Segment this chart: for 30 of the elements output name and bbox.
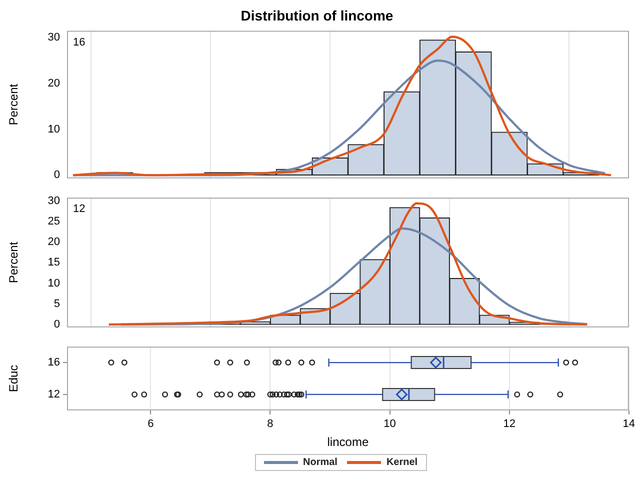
annotation: 16 bbox=[73, 36, 86, 48]
y-tick-label: 16 bbox=[48, 356, 60, 369]
y-tick-label: 20 bbox=[48, 78, 60, 90]
annotation: 12 bbox=[73, 203, 86, 216]
legend-label: Kernel bbox=[386, 457, 418, 468]
y-tick-label: 25 bbox=[48, 216, 60, 228]
x-tick-label: 8 bbox=[267, 418, 274, 430]
x-tick-label: 6 bbox=[148, 418, 154, 430]
y-tick-label: 30 bbox=[48, 194, 60, 207]
y-axis-title: Educ bbox=[6, 364, 21, 392]
y-axis-title: Percent bbox=[6, 83, 21, 126]
chart-title: Distribution of lincome bbox=[240, 7, 394, 24]
x-axis-title: lincome bbox=[327, 435, 369, 450]
line-series bbox=[72, 59, 606, 176]
legend-label: Normal bbox=[303, 457, 338, 468]
x-tick-label: 14 bbox=[622, 418, 636, 430]
line-series bbox=[108, 202, 588, 326]
y-tick-label: 20 bbox=[48, 236, 60, 248]
y-tick-label: 0 bbox=[54, 169, 60, 182]
y-tick-label: 12 bbox=[48, 388, 60, 400]
y-tick-label: 30 bbox=[48, 32, 60, 44]
x-tick-label: 12 bbox=[503, 418, 516, 430]
line-series bbox=[72, 36, 612, 176]
x-tick-label: 10 bbox=[384, 418, 396, 430]
y-tick-label: 0 bbox=[54, 318, 60, 331]
y-tick-label: 10 bbox=[48, 277, 60, 290]
y-tick-label: 5 bbox=[54, 298, 60, 310]
y-tick-label: 15 bbox=[48, 256, 60, 269]
y-axis-title: Percent bbox=[6, 241, 21, 284]
y-tick-label: 10 bbox=[48, 123, 60, 136]
